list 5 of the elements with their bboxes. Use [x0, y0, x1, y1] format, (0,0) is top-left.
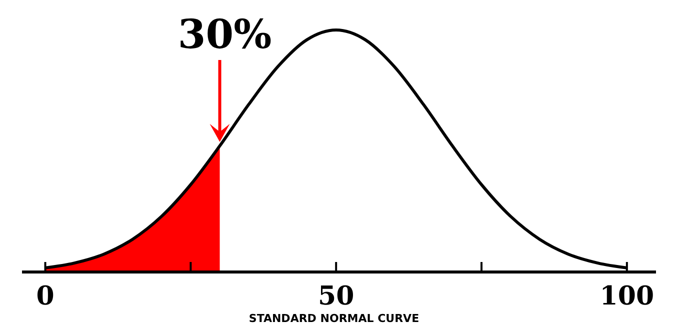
x-tick-label: 0 [36, 281, 54, 312]
x-tick-label: 50 [318, 281, 354, 312]
x-axis-title: STANDARD NORMAL CURVE [248, 312, 420, 325]
x-tick-label: 100 [600, 281, 654, 312]
annotation: 30% [178, 11, 272, 58]
